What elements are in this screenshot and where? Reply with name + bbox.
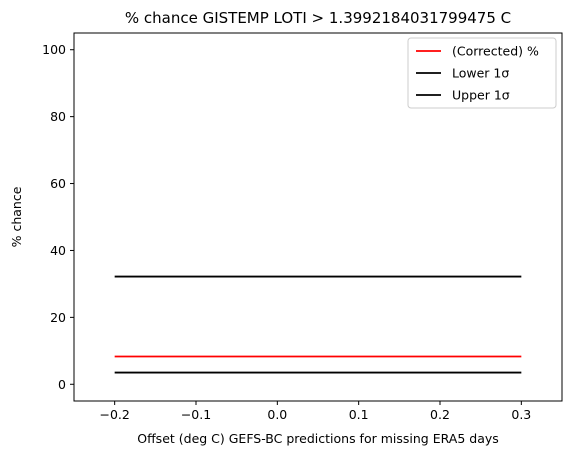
x-tick-label: −0.2 — [99, 407, 129, 422]
chart-title: % chance GISTEMP LOTI > 1.39921840317994… — [125, 9, 511, 27]
y-axis-label: % chance — [9, 186, 24, 247]
y-tick-label: 40 — [50, 243, 66, 258]
y-tick-label: 20 — [50, 310, 66, 325]
legend: (Corrected) % Lower 1σ Upper 1σ — [407, 37, 557, 109]
y-tick-label: 0 — [58, 377, 66, 392]
legend-label: Lower 1σ — [452, 66, 509, 81]
y-tick-label: 60 — [50, 176, 66, 191]
x-axis-label: Offset (deg C) GEFS-BC predictions for m… — [137, 431, 499, 446]
x-axis: −0.2 −0.1 0.0 0.1 0.2 0.3 — [99, 401, 531, 422]
axes-frame — [73, 32, 563, 402]
legend-label: Upper 1σ — [452, 88, 510, 103]
legend-box — [407, 37, 557, 109]
y-tick-label: 100 — [42, 42, 66, 57]
x-tick-label: 0.2 — [430, 407, 450, 422]
y-axis: 0 20 40 60 80 100 — [42, 42, 74, 392]
legend-label: (Corrected) % — [452, 44, 539, 59]
plot-area — [114, 275, 522, 374]
x-tick-label: −0.1 — [181, 407, 211, 422]
x-tick-label: 0.1 — [349, 407, 369, 422]
x-tick-label: 0.3 — [511, 407, 531, 422]
x-tick-label: 0.0 — [267, 407, 287, 422]
y-tick-label: 80 — [50, 109, 66, 124]
